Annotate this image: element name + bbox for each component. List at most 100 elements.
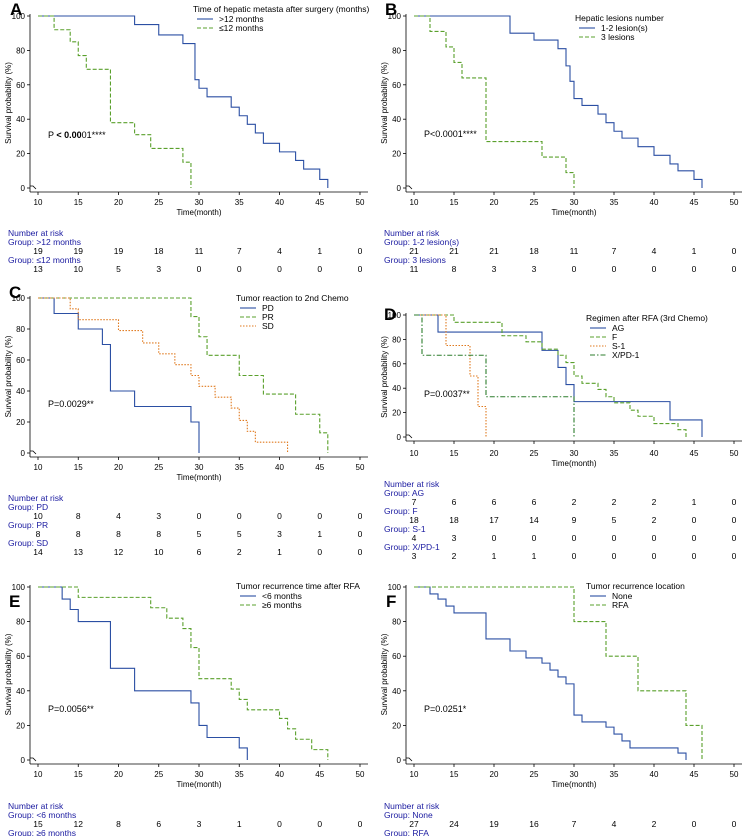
legend-title: Tumor recurrence time after RFA [236,581,360,591]
risk-count: 0 [317,547,322,557]
risk-count: 8 [76,511,81,521]
x-tick-label: 40 [650,770,659,779]
legend-entry: >12 months [219,14,264,24]
risk-count: 19 [114,246,124,256]
risk-count: 0 [692,551,697,561]
risk-group-label: Group: ≥6 months [8,828,76,836]
y-tick-label: 60 [392,81,401,90]
risk-count: 0 [732,264,737,274]
risk-count: 6 [197,547,202,557]
risk-table-title: Number at risk [8,228,64,238]
km-curve-3-lesions [414,15,575,188]
risk-count: 4 [652,246,657,256]
x-tick-label: 25 [530,198,539,207]
x-tick-label: 45 [315,770,324,779]
p-value: P=0.0037** [424,389,470,399]
legend: Regimen after RFA (3rd Chemo)AGFS-1X/PD-… [586,313,708,360]
x-tick-label: 40 [650,449,659,458]
x-tick-label: 45 [315,198,324,207]
p-value-part: P=0.0037** [424,389,470,399]
x-tick-label: 35 [610,449,619,458]
y-tick-label: 100 [12,294,26,303]
risk-count: 18 [449,515,459,525]
risk-count: 2 [452,551,457,561]
legend-entry: AG [612,323,624,333]
risk-count: 15 [33,819,43,829]
risk-group-label: Group: RFA [384,828,429,836]
y-axis-label: Survival probability (%) [4,633,13,715]
x-tick-label: 15 [450,449,459,458]
p-value-part: < 0.00 [56,130,81,140]
risk-count: 24 [449,819,459,829]
p-value-part: P=0.0029** [48,399,94,409]
x-tick-label: 15 [450,770,459,779]
risk-count: 0 [237,264,242,274]
risk-count: 2 [652,497,657,507]
legend-entry: None [612,591,633,601]
x-tick-label: 30 [570,770,579,779]
y-tick-label: 20 [392,150,401,159]
axis-break-mark [406,757,413,762]
x-tick-label: 15 [74,770,83,779]
x-tick-label: 45 [690,449,699,458]
legend-entry: 3 lesions [601,32,635,42]
risk-count: 10 [154,547,164,557]
risk-count: 3 [532,264,537,274]
risk-count: 5 [197,529,202,539]
risk-count: 2 [572,497,577,507]
y-tick-label: 80 [16,46,25,55]
risk-count: 0 [197,264,202,274]
risk-count: 0 [358,819,363,829]
risk-count: 0 [237,511,242,521]
risk-count: 0 [358,246,363,256]
risk-count: 0 [492,533,497,543]
panel-label: C [9,283,21,302]
km-curve-x-pd-1 [414,314,575,437]
y-tick-label: 40 [16,687,25,696]
x-axis-label: Time(month) [176,208,221,217]
legend-title: Tumor reaction to 2nd Chemo [236,293,349,303]
risk-count: 6 [532,497,537,507]
risk-count: 0 [732,246,737,256]
x-tick-label: 30 [195,770,204,779]
p-value-part: 01**** [82,130,107,140]
p-value: P < 0.0001**** [48,130,106,140]
legend: Tumor recurrence time after RFA<6 months… [236,581,360,610]
y-tick-label: 80 [16,618,25,627]
risk-count: 12 [74,819,84,829]
panel-label: B [385,0,397,19]
risk-count: 5 [612,515,617,525]
legend-entry: <6 months [262,591,302,601]
risk-group-label: Group: F [384,506,418,516]
x-tick-label: 40 [650,198,659,207]
risk-count: 1 [317,529,322,539]
y-tick-label: 0 [397,184,402,193]
panel-label: D [384,305,396,324]
y-tick-label: 80 [392,335,401,344]
y-tick-label: 80 [392,46,401,55]
risk-count: 0 [197,511,202,521]
risk-group-label: Group: >12 months [8,237,81,247]
y-tick-label: 60 [16,356,25,365]
x-tick-label: 20 [490,198,499,207]
y-tick-label: 40 [392,687,401,696]
risk-count: 3 [197,819,202,829]
risk-count: 8 [116,819,121,829]
x-tick-label: 50 [730,770,739,779]
axis-break-mark [30,757,37,762]
risk-count: 1 [692,246,697,256]
risk-count: 8 [116,529,121,539]
risk-count: 18 [529,246,539,256]
km-curve-pd [38,297,200,453]
risk-group-label: Group: None [384,810,433,820]
risk-count: 19 [33,246,43,256]
legend-entry: RFA [612,600,629,610]
x-tick-label: 45 [690,770,699,779]
risk-count: 0 [358,529,363,539]
